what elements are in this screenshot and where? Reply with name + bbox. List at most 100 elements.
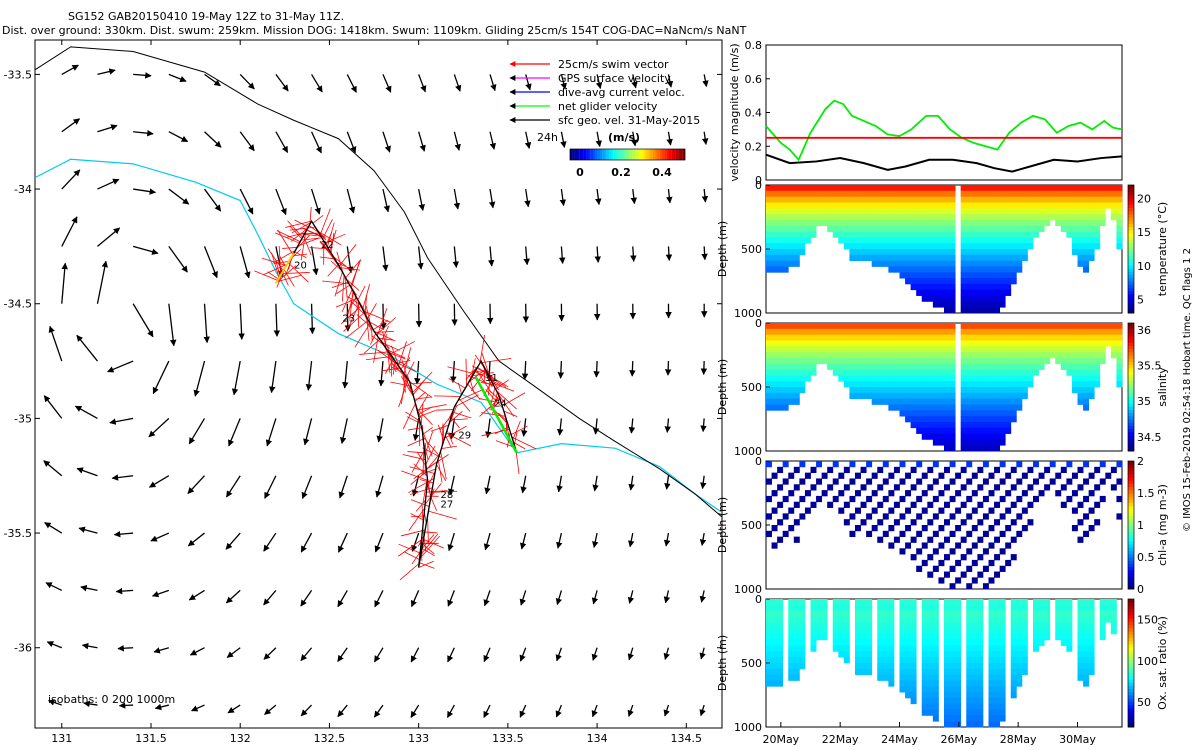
salinity-cell	[771, 352, 778, 359]
oxygen-cell	[999, 651, 1006, 658]
salinity-cell	[905, 410, 912, 417]
salinity-cell	[866, 387, 873, 394]
swim-vector	[450, 417, 460, 429]
oxygen-cell	[843, 639, 850, 646]
salinity-cell	[793, 328, 800, 336]
oxygen-cell	[932, 645, 939, 652]
temperature-cell	[910, 190, 917, 198]
temperature-cell	[944, 237, 950, 244]
salinity-cell	[804, 369, 811, 376]
temperature-cell	[966, 219, 973, 227]
temperature-cell	[977, 196, 984, 203]
chlorophyll-cell	[1021, 472, 1028, 479]
temperature-cell	[1105, 185, 1112, 192]
temperature-cell	[977, 266, 984, 273]
swim-vector	[501, 392, 526, 407]
swim-vector	[410, 487, 433, 495]
chlorophyll-cell	[988, 577, 995, 584]
temperature-cell	[999, 190, 1006, 198]
chlorophyll-cell	[771, 542, 778, 549]
chlorophyll-colorbar-cell	[1128, 544, 1134, 548]
chlorophyll-cell	[994, 466, 1001, 474]
temperature-cell	[793, 254, 800, 262]
temperature-cell	[977, 278, 984, 285]
oxygen-colorbar-cell	[1128, 647, 1134, 651]
oxygen-cell	[999, 668, 1006, 676]
salinity-cell	[927, 392, 934, 400]
oxygen-cell	[1110, 628, 1117, 635]
salinity-cell	[849, 357, 856, 365]
salinity-cell	[1088, 323, 1095, 330]
temperature-cell	[960, 289, 967, 296]
geo-vector	[337, 647, 348, 662]
oxygen-cell	[855, 639, 861, 646]
salinity-cell	[893, 404, 900, 411]
oxygen-cell	[1010, 599, 1017, 606]
salinity-cell	[977, 398, 984, 405]
day-label: 28	[440, 490, 453, 501]
temperature-cell	[888, 249, 895, 256]
temperature-cell	[960, 202, 967, 209]
salinity-cell	[771, 392, 778, 400]
oxygen-cell	[1105, 616, 1112, 623]
oxygen-cell	[905, 610, 912, 617]
oxygen-cell	[949, 616, 956, 623]
oxygen-cell	[994, 674, 1001, 681]
temperature-cell	[1083, 185, 1090, 192]
temperature-cell	[1038, 196, 1045, 203]
temperature-cell	[905, 237, 912, 244]
chlorophyll-cell	[860, 466, 867, 474]
temperature-cell	[793, 190, 800, 198]
temperature-cell	[893, 243, 900, 250]
salinity-cell	[949, 445, 956, 452]
temperature-cell	[782, 219, 789, 227]
swim-vector	[336, 251, 344, 274]
salinity-cell	[944, 439, 950, 446]
temperature-cell	[1049, 214, 1056, 221]
salinity-cell	[860, 346, 867, 353]
temperature-cell	[777, 202, 784, 209]
colorbar-cell	[659, 149, 663, 160]
salinity-cell	[810, 363, 817, 370]
temperature-cell	[1116, 237, 1123, 244]
temperature-cell	[871, 196, 878, 203]
salinity-cell	[849, 375, 856, 382]
colorbar-cell	[616, 149, 619, 160]
temperature-cell	[788, 196, 795, 203]
salinity-cell	[871, 381, 878, 388]
temperature-cell	[810, 202, 817, 209]
oxygen-cell	[799, 599, 806, 606]
salinity-cell	[810, 346, 817, 353]
salinity-cell	[1010, 369, 1017, 376]
salinity-cell	[777, 357, 784, 365]
chlorophyll-colorbar-cell	[1128, 585, 1134, 590]
salinity-cell	[960, 416, 967, 423]
chlorophyll-cell	[782, 495, 789, 503]
oxygen-cell	[832, 599, 839, 606]
salinity-cell	[1021, 340, 1028, 347]
oxygen-cell	[1066, 610, 1073, 617]
salinity-cell	[1071, 369, 1078, 376]
salinity-cell	[949, 346, 956, 353]
temperature-cell	[1071, 202, 1078, 209]
temperature-cell	[949, 283, 956, 291]
chlorophyll-cell	[955, 472, 962, 479]
salinity-cell	[977, 375, 984, 382]
temperature-cell	[1071, 249, 1078, 256]
swim-vector	[391, 362, 410, 381]
salinity-cell	[1005, 363, 1012, 370]
temperature-cell	[932, 202, 939, 209]
geo-vector	[168, 188, 190, 205]
temperature-cell	[994, 190, 1001, 198]
chlorophyll-cell	[977, 519, 984, 526]
salinity-cell	[944, 445, 950, 452]
geo-vector	[97, 68, 116, 76]
swim-vector	[420, 547, 435, 557]
oxygen-cell	[771, 680, 778, 687]
temperature-cell	[994, 243, 1001, 250]
swim-vector	[336, 284, 350, 295]
oxygen-cell	[994, 686, 1001, 693]
temperature-cell	[944, 272, 950, 279]
geo-vector	[187, 475, 205, 494]
temperature-cell	[960, 260, 967, 267]
